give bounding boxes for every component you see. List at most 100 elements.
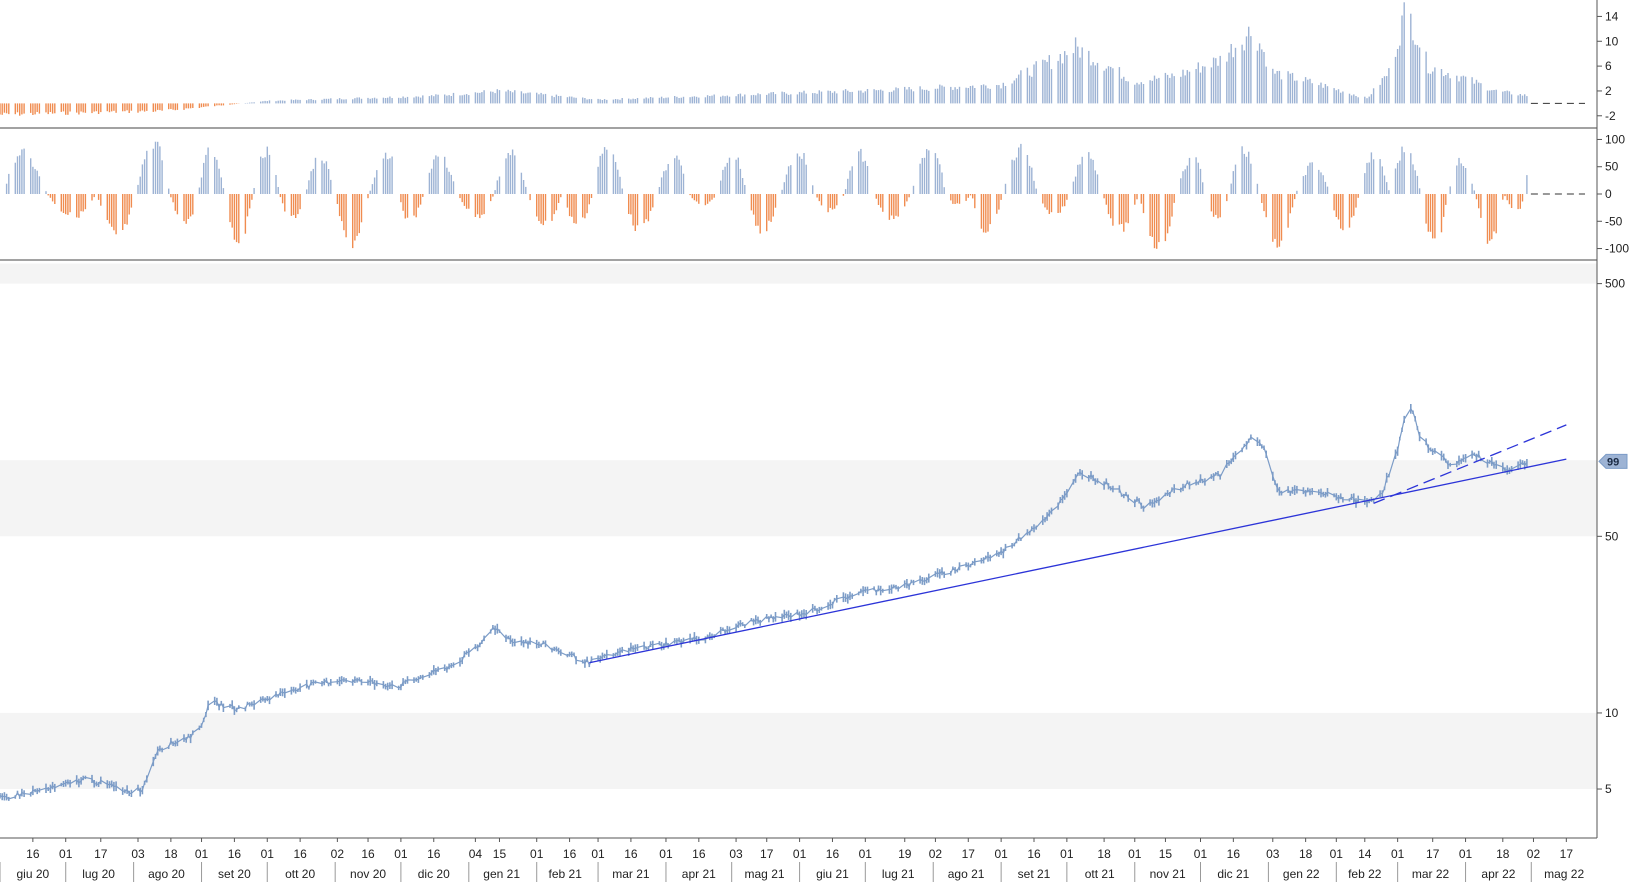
x-month-label: mar 21 (612, 867, 650, 881)
x-tick-label: 01 (195, 847, 209, 861)
x-tick-label: 01 (394, 847, 408, 861)
x-tick-label: 17 (1560, 847, 1574, 861)
x-month-label: dic 20 (418, 867, 450, 881)
lower-y-tick-label: 100 (1605, 132, 1625, 146)
x-tick-label: 16 (26, 847, 40, 861)
x-tick-label: 17 (94, 847, 108, 861)
x-month-label: ott 20 (285, 867, 315, 881)
x-tick-label: 02 (331, 847, 345, 861)
x-month-label: lug 20 (82, 867, 115, 881)
upper-y-tick-label: 14 (1605, 9, 1619, 23)
x-tick-label: 16 (427, 847, 441, 861)
x-month-label: ago 21 (948, 867, 985, 881)
x-month-label: mag 22 (1544, 867, 1584, 881)
x-tick-label: 17 (962, 847, 976, 861)
last-value-marker (1598, 453, 1628, 469)
x-month-label: ott 21 (1085, 867, 1115, 881)
x-tick-label: 01 (793, 847, 807, 861)
price-y-tick-label: 5 (1605, 782, 1612, 796)
x-tick-label: 01 (59, 847, 73, 861)
x-tick-label: 01 (1128, 847, 1142, 861)
x-tick-label: 15 (1159, 847, 1173, 861)
x-tick-label: 16 (1227, 847, 1241, 861)
x-tick-label: 01 (1459, 847, 1473, 861)
x-tick-label: 16 (1027, 847, 1041, 861)
x-month-label: nov 21 (1150, 867, 1186, 881)
x-tick-label: 14 (1358, 847, 1372, 861)
x-month-label: apr 22 (1481, 867, 1515, 881)
x-tick-label: 01 (1194, 847, 1208, 861)
x-tick-label: 16 (293, 847, 307, 861)
x-tick-label: 16 (228, 847, 242, 861)
x-tick-label: 01 (1391, 847, 1405, 861)
x-tick-label: 03 (1266, 847, 1280, 861)
price-y-tick-label: 50 (1605, 529, 1619, 543)
x-tick-label: 16 (692, 847, 706, 861)
x-tick-label: 16 (361, 847, 375, 861)
x-tick-label: 01 (659, 847, 673, 861)
x-tick-label: 17 (1426, 847, 1440, 861)
upper-y-tick-label: 10 (1605, 34, 1619, 48)
upper-y-tick-label: -2 (1605, 109, 1616, 123)
support-trendline (589, 458, 1567, 664)
x-month-label: gen 21 (483, 867, 520, 881)
lower-y-tick-label: 0 (1605, 187, 1612, 201)
x-month-label: feb 22 (1348, 867, 1382, 881)
x-month-label: gen 22 (1283, 867, 1320, 881)
price-line (0, 407, 1528, 800)
x-tick-label: 18 (164, 847, 178, 861)
dashed-trendline (1373, 424, 1567, 504)
x-month-label: giu 21 (816, 867, 849, 881)
price-y-tick-label: 500 (1605, 277, 1625, 291)
x-tick-label: 18 (1299, 847, 1313, 861)
x-month-label: set 21 (1018, 867, 1051, 881)
price-band (0, 263, 1597, 284)
upper-y-tick-label: 2 (1605, 84, 1612, 98)
x-tick-label: 04 (469, 847, 483, 861)
lower-oscillator-bars (5, 141, 1528, 249)
x-tick-label: 18 (1496, 847, 1510, 861)
x-month-label: ago 20 (148, 867, 185, 881)
last-value-label: 99 (1607, 456, 1619, 468)
x-axis: 16 01 17 03 18 01 16 01 16 02 16 01 16 04 15 01 16 01 16 01… (0, 838, 1584, 882)
x-tick-label: 03 (131, 847, 145, 861)
lower-y-tick-label: 50 (1605, 160, 1619, 174)
lower-y-tick-label: -100 (1605, 242, 1629, 256)
x-tick-label: 16 (624, 847, 638, 861)
price-y-tick-label: 10 (1605, 706, 1619, 720)
x-tick-label: 01 (859, 847, 873, 861)
x-tick-label: 01 (530, 847, 544, 861)
x-month-label: nov 20 (350, 867, 386, 881)
x-month-label: giu 20 (17, 867, 50, 881)
x-tick-label: 01 (591, 847, 605, 861)
x-tick-label: 18 (1097, 847, 1111, 861)
x-month-label: set 20 (218, 867, 251, 881)
x-tick-label: 01 (994, 847, 1008, 861)
x-month-label: apr 21 (682, 867, 716, 881)
x-month-label: feb 21 (549, 867, 583, 881)
x-tick-label: 02 (1527, 847, 1541, 861)
x-tick-label: 16 (563, 847, 577, 861)
x-tick-label: 02 (929, 847, 943, 861)
upper-oscillator-panel: 14 10 6 2 -2 (0, 2, 1619, 123)
upper-oscillator-bars (0, 2, 1528, 116)
x-month-label: lug 21 (882, 867, 915, 881)
lower-oscillator-panel: 100 50 0 -50 -100 (5, 132, 1629, 256)
x-tick-label: 01 (1060, 847, 1074, 861)
price-band (0, 460, 1597, 537)
x-tick-label: 01 (261, 847, 275, 861)
x-month-label: mar 22 (1412, 867, 1450, 881)
price-band (0, 712, 1597, 790)
lower-y-tick-label: -50 (1605, 214, 1623, 228)
price-panel: 500 50 10 5 99 (0, 263, 1628, 801)
x-month-label: mag 21 (745, 867, 785, 881)
x-tick-label: 03 (729, 847, 743, 861)
x-tick-label: 15 (493, 847, 507, 861)
x-tick-label: 17 (760, 847, 774, 861)
x-month-label: dic 21 (1217, 867, 1249, 881)
x-tick-label: 16 (826, 847, 840, 861)
x-tick-label: 19 (898, 847, 912, 861)
upper-y-tick-label: 6 (1605, 59, 1612, 73)
x-tick-label: 01 (1330, 847, 1344, 861)
